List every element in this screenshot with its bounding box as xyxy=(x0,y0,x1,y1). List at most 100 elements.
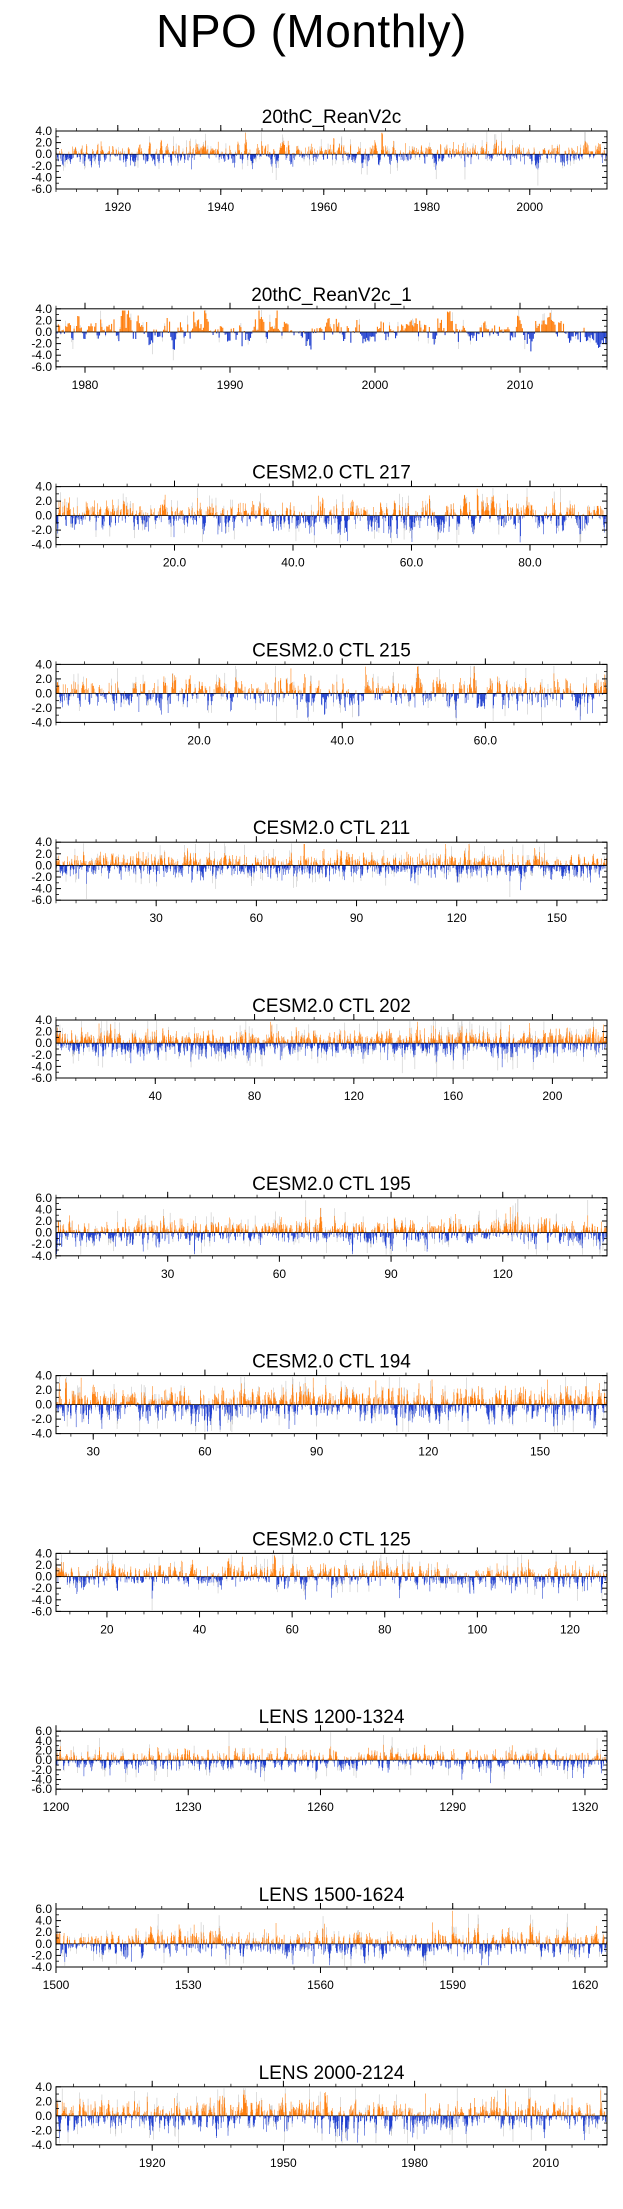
negative-bars xyxy=(55,1943,607,1966)
chart-panel-9: CESM2.0 CTL 125 4.02.00.0-2.0-4.0-6.0 20 40… xyxy=(31,1529,608,1636)
negative-bars xyxy=(55,1232,607,1255)
y-tick-label: 0.0 xyxy=(35,686,52,700)
x-tick-label: 2000 xyxy=(362,378,389,392)
x-tick-label: 1920 xyxy=(104,200,131,214)
faint-spikes xyxy=(56,1554,604,1611)
y-tick-label: 2.0 xyxy=(35,494,52,508)
y-tick-label: -4.0 xyxy=(31,1427,52,1441)
y-tick-label: 0.0 xyxy=(35,509,52,523)
positive-bars xyxy=(55,666,607,694)
y-tick-label: 2.0 xyxy=(35,313,52,327)
chart-panel-11: LENS 1500-1624 6.04.02.00.0-2.0-4.0 1500 15… xyxy=(31,1885,608,1992)
x-tick-label: 160 xyxy=(443,1089,463,1103)
y-tick-label: -4.0 xyxy=(31,882,52,896)
chart-panel-6: CESM2.0 CTL 202 4.02.00.0-2.0-4.0-6.0 40 80… xyxy=(31,996,608,1103)
x-tick-label: 1980 xyxy=(72,378,99,392)
x-tick-label: 60 xyxy=(250,911,264,925)
y-tick-label: 0.0 xyxy=(35,325,52,339)
x-tick-label: 150 xyxy=(547,911,567,925)
x-tick-label: 120 xyxy=(344,1089,364,1103)
y-tick-label: -2.0 xyxy=(31,159,52,173)
negative-bars xyxy=(56,865,606,891)
x-tick-label: 40 xyxy=(149,1089,163,1103)
y-tick-label: 2.0 xyxy=(35,1558,52,1572)
y-tick-label: -6.0 xyxy=(31,360,52,374)
chart-panel-5: CESM2.0 CTL 211 4.02.00.0-2.0-4.0-6.0 30 60… xyxy=(31,818,608,925)
y-tick-label: 4.0 xyxy=(35,1013,52,1027)
x-tick-label: 40 xyxy=(193,1622,207,1636)
y-tick-label: 0.0 xyxy=(35,1937,52,1951)
x-tick-label: 1590 xyxy=(439,1978,466,1992)
chart-panel-4: CESM2.0 CTL 215 4.02.00.0-2.0-4.0 20.0 40.0… xyxy=(31,640,608,747)
y-tick-label: -4.0 xyxy=(31,348,52,362)
y-tick-label: 4.0 xyxy=(35,1369,52,1383)
negative-bars xyxy=(55,332,607,352)
y-tick-label: 4.0 xyxy=(35,124,52,138)
chart-title: 20thC_ReanV2c_1 xyxy=(251,285,412,306)
x-tick-label: 100 xyxy=(467,1622,487,1636)
x-tick-label: 120 xyxy=(447,911,467,925)
y-tick-label: -4.0 xyxy=(31,1249,52,1263)
data-bars xyxy=(55,1732,607,1784)
x-tick-label: 150 xyxy=(530,1445,550,1459)
y-tick-label: 4.0 xyxy=(35,2080,52,2094)
data-bars xyxy=(55,132,607,186)
y-tick-label: 2.0 xyxy=(35,1214,52,1228)
x-tick-label: 1920 xyxy=(139,2156,166,2170)
x-tick-label: 40.0 xyxy=(281,556,305,570)
x-tick-label: 1290 xyxy=(439,1800,466,1814)
y-tick-label: -4.0 xyxy=(31,1960,52,1974)
negative-bars xyxy=(55,1043,608,1068)
y-tick-label: 0.0 xyxy=(35,2109,52,2123)
y-tick-label: -6.0 xyxy=(31,1782,52,1796)
x-tick-label: 60 xyxy=(285,1622,299,1636)
data-bars xyxy=(55,1554,607,1611)
data-bars xyxy=(55,1198,607,1255)
x-tick-label: 200 xyxy=(542,1089,562,1103)
x-tick-label: 90 xyxy=(310,1445,324,1459)
x-tick-label: 20.0 xyxy=(187,733,211,747)
y-tick-label: -4.0 xyxy=(31,2138,52,2152)
x-tick-label: 1980 xyxy=(413,200,440,214)
y-tick-label: -2.0 xyxy=(31,1237,52,1251)
chart-title: CESM2.0 CTL 125 xyxy=(252,1529,411,1550)
y-tick-label: 0.0 xyxy=(35,858,52,872)
chart-title: CESM2.0 CTL 217 xyxy=(252,463,411,484)
x-tick-label: 120 xyxy=(493,1267,513,1281)
y-tick-label: 0.0 xyxy=(35,1398,52,1412)
x-tick-label: 120 xyxy=(418,1445,438,1459)
y-tick-label: 2.0 xyxy=(35,136,52,150)
chart-title: CESM2.0 CTL 202 xyxy=(252,996,411,1017)
chart-title: LENS 1200-1324 xyxy=(259,1707,405,1728)
y-tick-label: 6.0 xyxy=(35,1902,52,1916)
data-bars xyxy=(55,1021,608,1077)
y-tick-label: 2.0 xyxy=(35,1383,52,1397)
data-bars xyxy=(55,488,607,544)
x-tick-label: 1230 xyxy=(175,1800,202,1814)
data-bars xyxy=(55,309,607,361)
positive-bars xyxy=(55,1377,607,1405)
chart-panel-7: CESM2.0 CTL 195 6.04.02.00.0-2.0-4.0 30 60 9… xyxy=(31,1174,608,1281)
x-tick-label: 1500 xyxy=(43,1978,70,1992)
x-tick-label: 80 xyxy=(378,1622,392,1636)
chart-title: CESM2.0 CTL 194 xyxy=(252,1352,411,1373)
x-tick-label: 1960 xyxy=(310,200,337,214)
chart-panel-10: LENS 1200-1324 6.04.02.00.0-2.0-4.0-6.0 12… xyxy=(31,1707,608,1814)
chart-title: CESM2.0 CTL 195 xyxy=(252,1174,411,1195)
y-tick-label: 2.0 xyxy=(35,847,52,861)
y-tick-label: -6.0 xyxy=(31,893,52,907)
x-tick-label: 30 xyxy=(161,1267,175,1281)
y-tick-label: 2.0 xyxy=(35,1744,52,1758)
negative-bars xyxy=(59,693,604,721)
y-tick-label: 4.0 xyxy=(35,480,52,494)
x-tick-label: 1940 xyxy=(207,200,234,214)
data-bars xyxy=(55,1377,607,1433)
x-tick-label: 1560 xyxy=(307,1978,334,1992)
x-tick-label: 1260 xyxy=(307,1800,334,1814)
positive-bars xyxy=(55,1555,607,1577)
y-tick-label: -2.0 xyxy=(31,1048,52,1062)
y-tick-label: 4.0 xyxy=(35,1202,52,1216)
chart-title: 20thC_ReanV2c xyxy=(262,107,401,128)
chart-title: CESM2.0 CTL 215 xyxy=(252,640,411,661)
